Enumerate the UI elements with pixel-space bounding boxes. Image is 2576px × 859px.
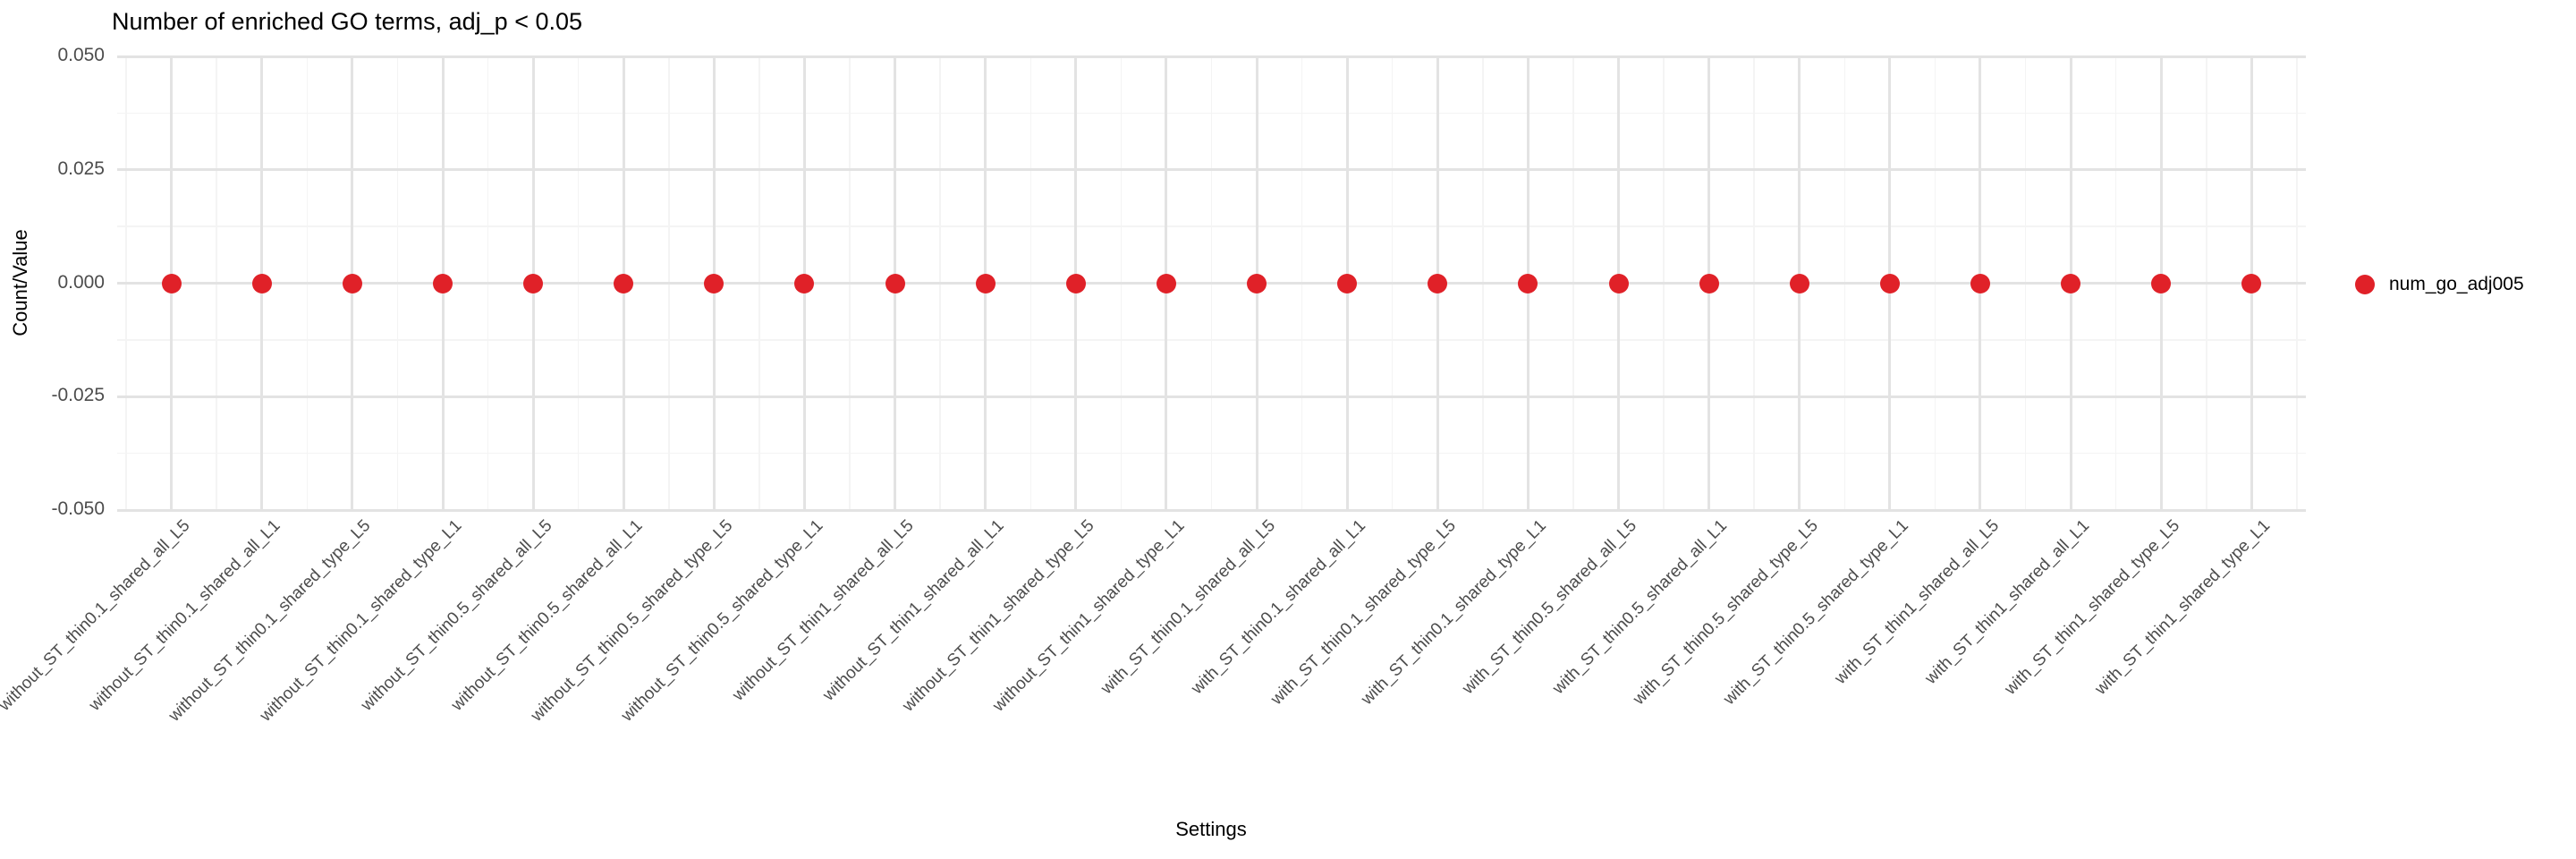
legend: num_go_adj005 xyxy=(2355,274,2524,295)
x-tick-label: with_ST_thin0.5_shared_type_L5 xyxy=(1629,516,1822,710)
data-point xyxy=(1970,273,1990,293)
y-tick-label: 0.050 xyxy=(57,45,105,65)
gridline-major-h xyxy=(117,55,2306,58)
data-point xyxy=(1247,273,1267,293)
data-point xyxy=(2241,273,2262,293)
legend-point-icon xyxy=(2355,275,2375,294)
chart-title: Number of enriched GO terms, adj_p < 0.0… xyxy=(112,8,583,35)
x-tick-label: without_ST_thin1_shared_type_L5 xyxy=(899,516,1098,716)
data-point xyxy=(975,273,996,293)
data-point xyxy=(1428,273,1448,293)
data-point xyxy=(1608,273,1629,293)
data-point xyxy=(1518,273,1538,293)
x-tick-label: with_ST_thin1_shared_type_L5 xyxy=(2001,516,2184,699)
gridline-major-h xyxy=(117,395,2306,398)
data-point xyxy=(614,273,634,293)
data-point xyxy=(885,273,905,293)
x-tick-label: with_ST_thin1_shared_all_L5 xyxy=(1830,516,2003,688)
x-tick-label: with_ST_thin0.5_shared_type_L1 xyxy=(1719,516,1912,710)
x-tick-label: without_ST_thin0.1_shared_all_L1 xyxy=(85,516,284,715)
x-tick-label: without_ST_thin0.1_shared_type_L1 xyxy=(256,516,465,726)
data-point xyxy=(2151,273,2172,293)
data-point xyxy=(523,273,544,293)
x-tick-label: without_ST_thin0.5_shared_all_L5 xyxy=(357,516,555,715)
x-tick-label: without_ST_thin1_shared_type_L1 xyxy=(989,516,1189,716)
data-point xyxy=(251,273,272,293)
data-point xyxy=(1156,273,1176,293)
y-tick-label: 0.000 xyxy=(57,271,105,293)
x-tick-label: without_ST_thin1_shared_all_L1 xyxy=(819,516,1008,705)
x-tick-label: without_ST_thin0.5_shared_type_L1 xyxy=(617,516,827,726)
y-tick-label: -0.050 xyxy=(51,498,105,519)
y-tick-label: 0.025 xyxy=(57,157,105,179)
gridline-major-h xyxy=(117,168,2306,172)
data-point xyxy=(1065,273,1086,293)
x-tick-label: without_ST_thin1_shared_all_L5 xyxy=(728,516,918,705)
x-tick-label: with_ST_thin1_shared_all_L1 xyxy=(1921,516,2093,688)
x-tick-label: without_ST_thin0.5_shared_type_L5 xyxy=(527,516,737,726)
data-point xyxy=(1699,273,1719,293)
data-point xyxy=(704,273,724,293)
gridline-major-h xyxy=(117,508,2306,512)
x-tick-label: with_ST_thin0.1_shared_type_L1 xyxy=(1358,516,1551,710)
legend-label: num_go_adj005 xyxy=(2389,274,2524,294)
data-point xyxy=(1879,273,1900,293)
data-point xyxy=(794,273,815,293)
x-tick-label: with_ST_thin0.5_shared_all_L5 xyxy=(1459,516,1641,699)
x-tick-label: with_ST_thin0.1_shared_type_L5 xyxy=(1267,516,1461,710)
data-point xyxy=(342,273,362,293)
y-tick-label: -0.025 xyxy=(51,385,105,406)
x-tick-label: without_ST_thin0.5_shared_all_L1 xyxy=(447,516,647,715)
x-tick-label: with_ST_thin0.1_shared_all_L1 xyxy=(1187,516,1370,699)
data-point xyxy=(1789,273,1809,293)
x-tick-label: without_ST_thin0.1_shared_all_L5 xyxy=(0,516,194,715)
x-tick-label: without_ST_thin0.1_shared_type_L5 xyxy=(165,516,375,726)
x-tick-label: with_ST_thin0.1_shared_all_L5 xyxy=(1097,516,1279,699)
data-point xyxy=(1337,273,1358,293)
x-tick-label: with_ST_thin1_shared_type_L1 xyxy=(2091,516,2275,699)
data-point xyxy=(2061,273,2081,293)
data-point xyxy=(433,273,453,293)
x-tick-label: with_ST_thin0.5_shared_all_L1 xyxy=(1549,516,1732,699)
gridline-major-h xyxy=(117,282,2306,285)
x-axis-title: Settings xyxy=(1175,818,1247,840)
data-point xyxy=(161,273,182,293)
